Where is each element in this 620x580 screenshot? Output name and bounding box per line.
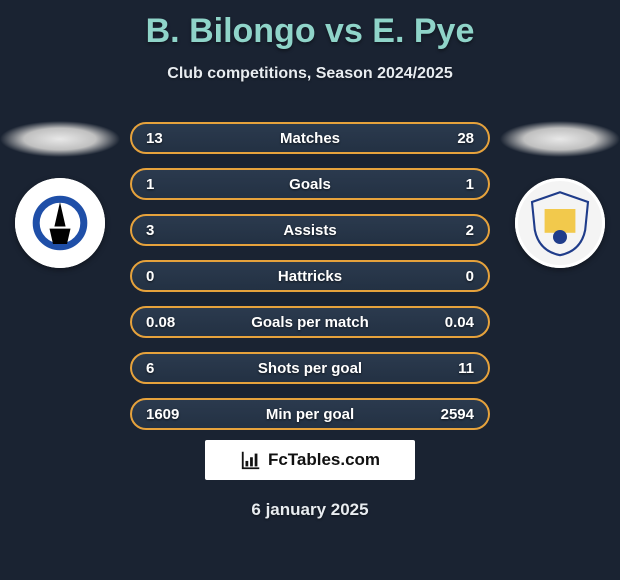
player-right <box>500 120 620 268</box>
stat-label: Shots per goal <box>258 360 362 377</box>
stat-label: Min per goal <box>266 406 354 423</box>
stat-label: Hattricks <box>278 268 342 285</box>
branding-badge: FcTables.com <box>205 440 415 480</box>
player-left <box>0 120 120 268</box>
stat-label: Goals per match <box>251 314 369 331</box>
page-title: B. Bilongo vs E. Pye <box>0 0 620 51</box>
stat-row: 3 Assists 2 <box>130 214 490 246</box>
stats-table: 13Matches281Goals13Assists20Hattricks00.… <box>130 122 490 444</box>
branding-label: FcTables.com <box>268 450 380 470</box>
snapshot-date: 6 january 2025 <box>0 500 620 520</box>
stat-value-right: 0 <box>466 268 474 285</box>
stat-row: 6 Shots per goal 11 <box>130 352 490 384</box>
crest-right-svg <box>525 188 595 258</box>
stat-value-left: 13 <box>146 130 163 147</box>
stat-value-left: 1609 <box>146 406 179 423</box>
stat-value-right: 2594 <box>441 406 474 423</box>
stat-value-left: 1 <box>146 176 154 193</box>
player-photo-placeholder <box>0 120 120 158</box>
stat-row: 1 Goals 1 <box>130 168 490 200</box>
club-crest-left <box>15 178 105 268</box>
stat-row: 0.08 Goals per match 0.04 <box>130 306 490 338</box>
stat-value-right: 2 <box>466 222 474 239</box>
page-subtitle: Club competitions, Season 2024/2025 <box>0 65 620 83</box>
stat-value-right: 28 <box>457 130 474 147</box>
stat-label: Goals <box>289 176 331 193</box>
crest-left-svg <box>25 188 95 258</box>
stat-value-left: 0.08 <box>146 314 175 331</box>
stat-row: 0 Hattricks 0 <box>130 260 490 292</box>
stat-value-left: 0 <box>146 268 154 285</box>
player-photo-placeholder <box>500 120 620 158</box>
stat-row: 1609 Min per goal 2594 <box>130 398 490 430</box>
stat-value-right: 0.04 <box>445 314 474 331</box>
stat-label: Assists <box>283 222 336 239</box>
stat-value-left: 6 <box>146 360 154 377</box>
stat-value-right: 11 <box>458 360 474 377</box>
club-crest-right <box>515 178 605 268</box>
bar-chart-icon <box>240 449 262 471</box>
stat-value-right: 1 <box>466 176 474 193</box>
stat-label: Matches <box>280 130 340 147</box>
stat-value-left: 3 <box>146 222 154 239</box>
stat-row: 13 Matches 28 <box>130 122 490 154</box>
